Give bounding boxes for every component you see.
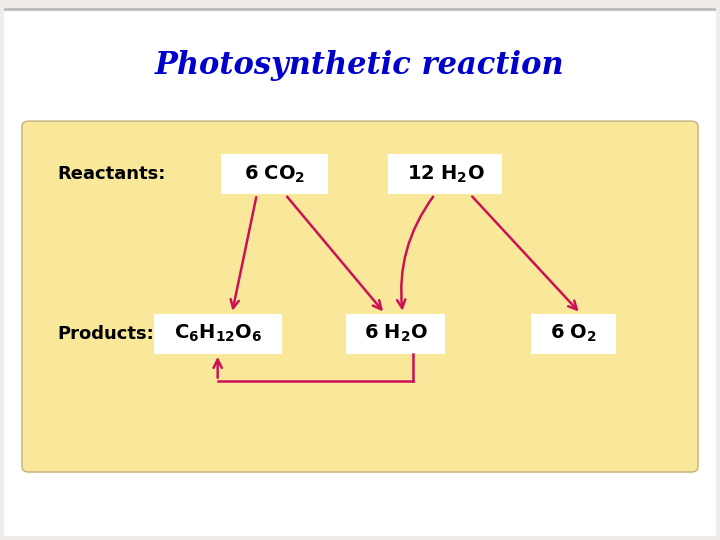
FancyBboxPatch shape [153, 314, 282, 354]
Text: $\mathregular{6\ CO_2}$: $\mathregular{6\ CO_2}$ [244, 164, 305, 185]
FancyBboxPatch shape [221, 154, 328, 194]
Text: $\mathregular{6\ O_2}$: $\mathregular{6\ O_2}$ [550, 323, 597, 345]
Text: Photosynthetic reaction: Photosynthetic reaction [156, 50, 564, 81]
FancyBboxPatch shape [22, 121, 698, 472]
Text: $\mathregular{C_6H_{12}O_6}$: $\mathregular{C_6H_{12}O_6}$ [174, 323, 262, 345]
Text: Reactants:: Reactants: [58, 165, 166, 183]
FancyBboxPatch shape [346, 314, 446, 354]
FancyBboxPatch shape [531, 314, 616, 354]
Text: $\mathregular{12\ H_2O}$: $\mathregular{12\ H_2O}$ [407, 164, 485, 185]
FancyBboxPatch shape [389, 154, 503, 194]
Text: $\mathregular{6\ H_2O}$: $\mathregular{6\ H_2O}$ [364, 323, 428, 345]
Text: Products:: Products: [58, 325, 154, 343]
FancyBboxPatch shape [0, 10, 720, 540]
